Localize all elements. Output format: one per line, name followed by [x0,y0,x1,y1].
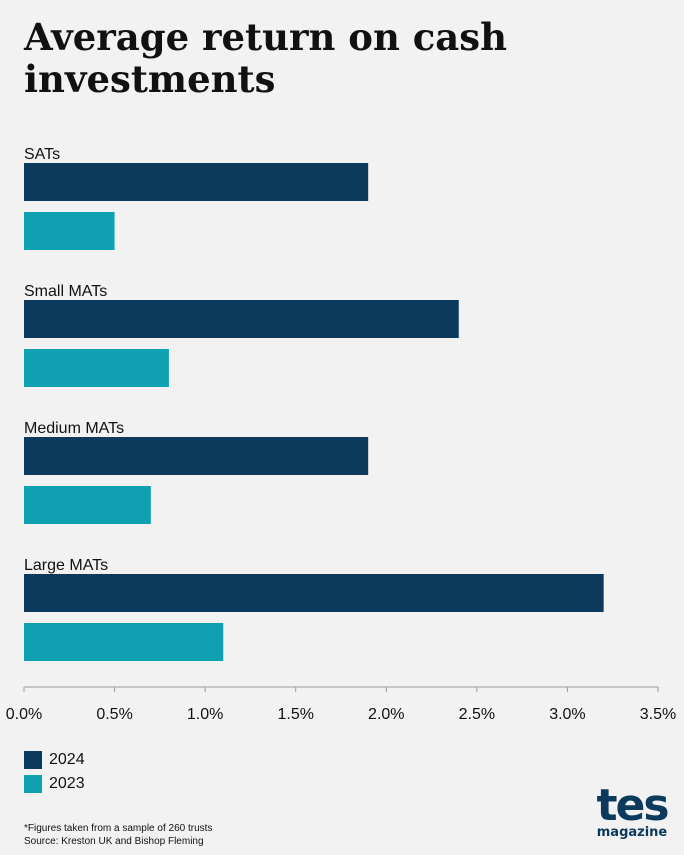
x-tick-label: 1.0% [187,706,223,723]
x-tick-label: 0.5% [96,706,132,723]
bar-chart: SATs Small MATs Medium MATs Large MATs 0.0%… [6,146,676,723]
chart-title: Average return on cash investments [24,15,508,101]
category-label-large-mats: Large MATs [24,557,108,574]
legend-label-2024: 2024 [49,751,85,768]
x-tick-label: 2.5% [459,706,495,723]
bar-small-mats-2024 [24,300,459,338]
logo-main-text: tes [596,780,669,831]
legend-item-2024: 2024 [24,748,85,772]
logo-sub-text: magazine [596,825,668,840]
legend-swatch-2024 [24,751,42,769]
x-tick-label: 3.0% [549,706,585,723]
legend-item-2023: 2023 [24,772,85,796]
bar-sats-2024 [24,163,369,201]
x-tick-label: 0.0% [6,706,42,723]
legend-label-2023: 2023 [49,775,85,792]
bar-large-mats-2024 [24,574,604,612]
footnote-sample: *Figures taken from a sample of 260 trus… [24,823,213,834]
footnote-source: Source: Kreston UK and Bishop Fleming [24,836,204,847]
legend: 2024 2023 [24,748,85,796]
footnotes: *Figures taken from a sample of 260 trus… [24,822,212,848]
legend-swatch-2023 [24,775,42,793]
bar-medium-mats-2023 [24,486,151,524]
tes-magazine-logo: tes magazine [596,780,669,840]
x-tick-label: 2.0% [368,706,404,723]
category-label-small-mats: Small MATs [24,283,107,300]
bar-large-mats-2023 [24,623,224,661]
category-label-medium-mats: Medium MATs [24,420,124,437]
bar-sats-2023 [24,212,115,250]
x-tick-label: 3.5% [640,706,676,723]
x-tick-label: 1.5% [277,706,313,723]
bar-medium-mats-2024 [24,437,369,475]
category-label-sats: SATs [24,146,60,163]
bar-small-mats-2023 [24,349,169,387]
